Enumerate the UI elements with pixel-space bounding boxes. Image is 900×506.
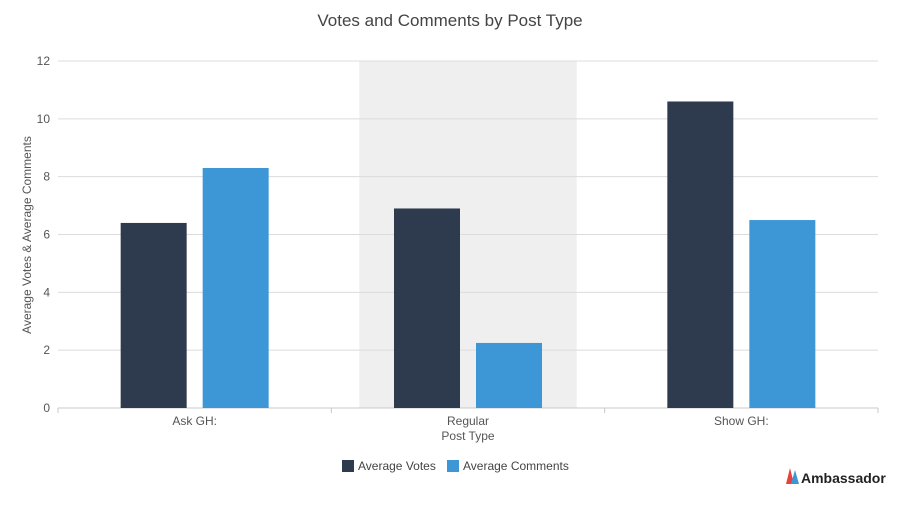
bar-average-votes-1[interactable] bbox=[394, 208, 460, 408]
chart-title: Votes and Comments by Post Type bbox=[317, 11, 582, 30]
y-tick-label: 8 bbox=[43, 170, 50, 184]
x-tick-label: Ask GH: bbox=[172, 414, 217, 428]
bar-average-comments-1[interactable] bbox=[476, 342, 542, 408]
x-tick-label: Regular bbox=[447, 414, 489, 428]
legend-label[interactable]: Average Votes bbox=[358, 459, 436, 473]
y-tick-label: 4 bbox=[43, 285, 50, 299]
y-tick-label: 12 bbox=[37, 54, 51, 68]
legend-swatch bbox=[447, 460, 459, 472]
bar-average-votes-0[interactable] bbox=[120, 222, 187, 408]
gridlines bbox=[57, 60, 879, 413]
ambassador-logo-text: Ambassador bbox=[801, 470, 886, 486]
legend-swatch bbox=[342, 460, 354, 472]
y-tick-label: 0 bbox=[43, 401, 50, 415]
tick-labels: 0 2 4 6 8 10 12 Ask GH: Regular Show GH: bbox=[37, 54, 769, 428]
y-tick-label: 2 bbox=[43, 343, 50, 357]
bar-average-comments-2[interactable] bbox=[749, 220, 816, 408]
y-tick-label: 10 bbox=[37, 112, 51, 126]
legend: Average Votes Average Comments bbox=[342, 459, 569, 473]
y-tick-label: 6 bbox=[43, 228, 50, 242]
x-tick-label: Show GH: bbox=[714, 414, 769, 428]
ambassador-logo: Ambassador bbox=[786, 468, 886, 486]
bar-average-comments-0[interactable] bbox=[202, 167, 269, 408]
ambassador-logo-icon bbox=[786, 468, 799, 484]
x-axis-title: Post Type bbox=[441, 429, 494, 443]
bar-average-votes-2[interactable] bbox=[667, 101, 734, 408]
legend-label[interactable]: Average Comments bbox=[463, 459, 569, 473]
bars bbox=[120, 101, 816, 408]
y-axis-title: Average Votes & Average Comments bbox=[20, 136, 34, 334]
